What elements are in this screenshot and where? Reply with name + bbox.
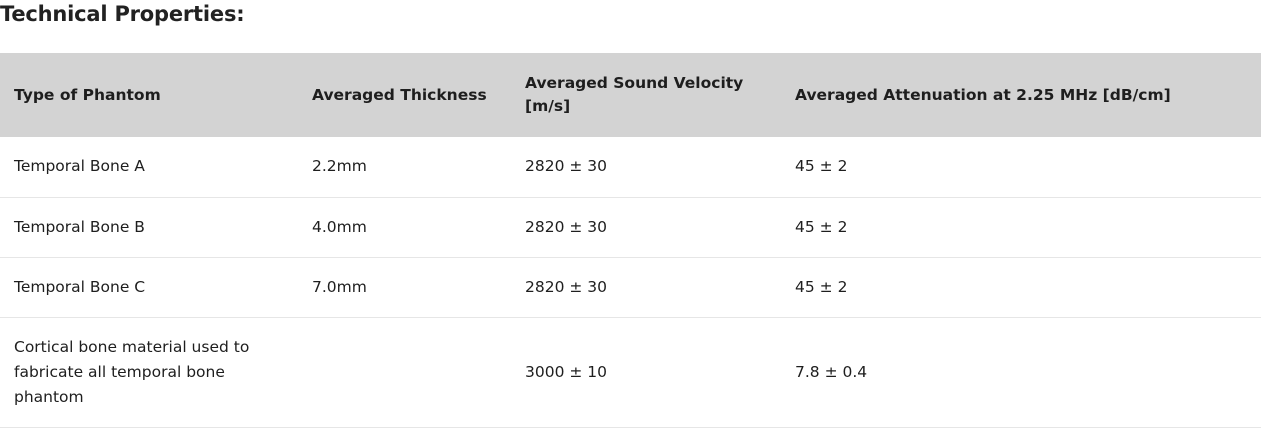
cell-sound-velocity: 3000 ± 10 xyxy=(525,362,608,381)
header-averaged-sound-velocity: Averaged Sound Velocity [m/s] xyxy=(525,74,744,115)
cell-thickness: 7.0mm xyxy=(312,277,367,296)
header-averaged-thickness: Averaged Thickness xyxy=(312,85,487,104)
cell-attenuation: 45 ± 2 xyxy=(795,217,848,236)
cell-phantom-type: Cortical bone material used to fabricate… xyxy=(14,337,250,406)
section-title: Technical Properties: xyxy=(0,2,245,26)
cell-attenuation: 45 ± 2 xyxy=(795,277,848,296)
cell-sound-velocity: 2820 ± 30 xyxy=(525,217,608,236)
header-averaged-attenuation: Averaged Attenuation at 2.25 MHz [dB/cm] xyxy=(795,85,1171,104)
technical-properties-table: Type of Phantom Averaged Thickness Avera… xyxy=(0,53,1261,428)
table-header: Type of Phantom Averaged Thickness Avera… xyxy=(0,53,1261,137)
cell-thickness: 2.2mm xyxy=(312,157,367,176)
table-row: Temporal Bone B 4.0mm 2820 ± 30 45 ± 2 xyxy=(0,197,1261,257)
cell-thickness: 4.0mm xyxy=(312,217,367,236)
table-row: Cortical bone material used to fabricate… xyxy=(0,317,1261,427)
header-type-of-phantom: Type of Phantom xyxy=(14,85,161,104)
cell-attenuation: 7.8 ± 0.4 xyxy=(795,362,868,381)
cell-sound-velocity: 2820 ± 30 xyxy=(525,277,608,296)
table-row: Temporal Bone C 7.0mm 2820 ± 30 45 ± 2 xyxy=(0,257,1261,317)
cell-sound-velocity: 2820 ± 30 xyxy=(525,157,608,176)
cell-phantom-type: Temporal Bone B xyxy=(14,217,145,236)
cell-thickness xyxy=(298,317,511,427)
cell-attenuation: 45 ± 2 xyxy=(795,157,848,176)
table-row: Temporal Bone A 2.2mm 2820 ± 30 45 ± 2 xyxy=(0,137,1261,197)
table-body: Temporal Bone A 2.2mm 2820 ± 30 45 ± 2 T… xyxy=(0,137,1261,427)
cell-phantom-type: Temporal Bone C xyxy=(14,277,146,296)
cell-phantom-type: Temporal Bone A xyxy=(14,157,145,176)
table-header-row: Type of Phantom Averaged Thickness Avera… xyxy=(0,53,1261,137)
